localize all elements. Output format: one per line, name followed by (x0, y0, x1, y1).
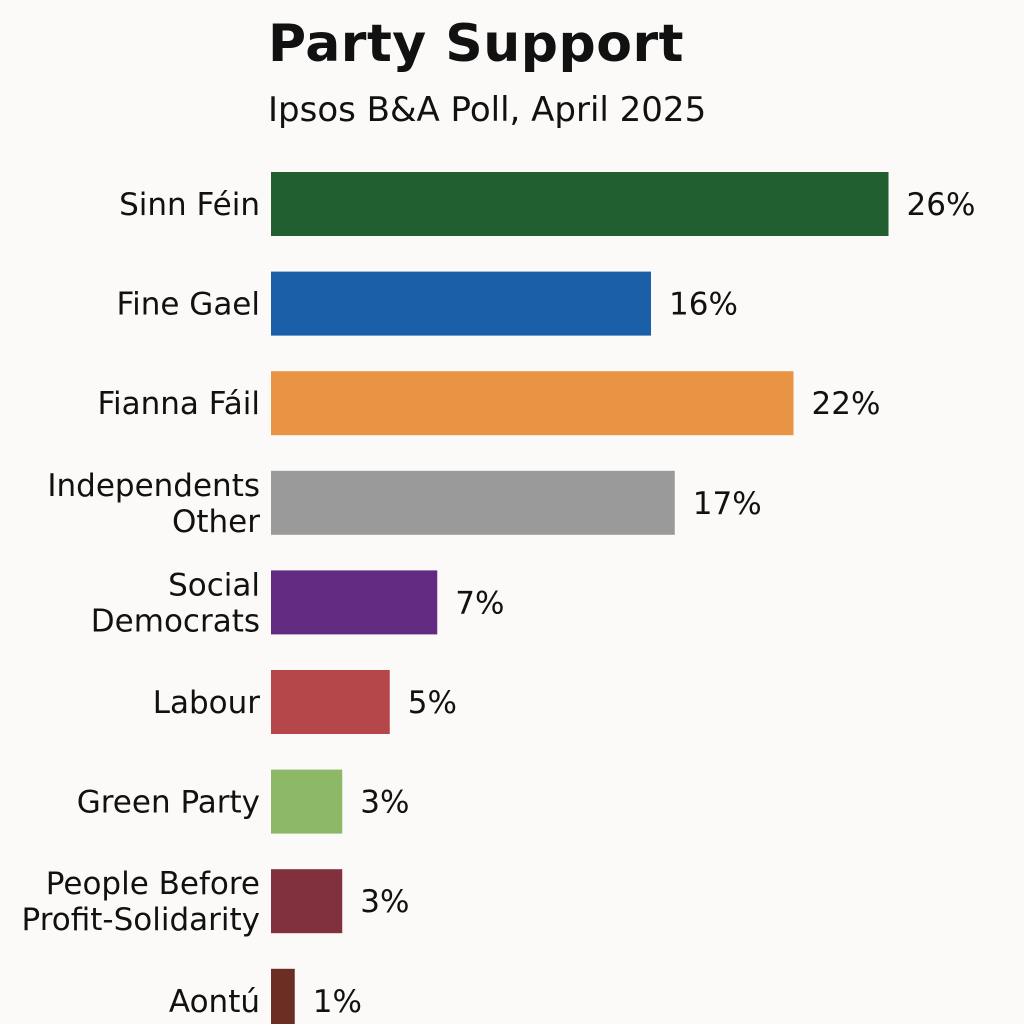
value-label-3: 17% (693, 486, 762, 522)
bar-3 (271, 470, 675, 535)
value-label-1: 16% (669, 287, 738, 323)
category-label-7-line-1: Profit-Solidarity (22, 902, 260, 938)
value-label-6: 3% (360, 785, 409, 821)
category-label-8: Aontú (169, 984, 260, 1020)
category-label-0: Sinn Féin (119, 187, 260, 223)
category-label-1: Fine Gael (117, 287, 260, 323)
value-label-4: 7% (455, 585, 504, 621)
bar-0 (271, 172, 889, 236)
chart-title: Party Support (268, 14, 684, 74)
value-label-5: 5% (408, 685, 457, 721)
category-label-3-line-0: Independents (47, 468, 260, 504)
bar-6 (271, 769, 343, 834)
category-label-5: Labour (153, 685, 261, 721)
bar-5 (271, 670, 390, 734)
value-label-2: 22% (812, 386, 881, 422)
category-label-4-line-0: Social (168, 567, 260, 603)
bar-8 (271, 968, 295, 1024)
chart-subtitle: Ipsos B&A Poll, April 2025 (268, 90, 707, 130)
category-label-4-line-1: Democrats (91, 603, 260, 639)
bar-2 (271, 371, 794, 436)
category-label-2: Fianna Fáil (97, 386, 260, 422)
value-label-7: 3% (360, 884, 409, 920)
category-label-6: Green Party (77, 785, 260, 821)
category-label-7-line-0: People Before (46, 866, 260, 902)
bar-1 (271, 271, 651, 336)
category-label-3-line-1: Other (172, 504, 260, 540)
value-label-0: 26% (907, 187, 976, 223)
bar-7 (271, 869, 343, 934)
bar-4 (271, 570, 438, 635)
value-label-8: 1% (313, 984, 362, 1020)
